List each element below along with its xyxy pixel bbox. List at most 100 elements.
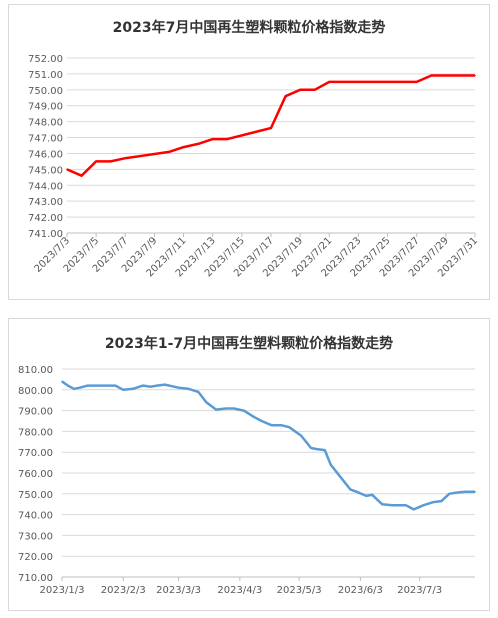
data-point: [280, 424, 283, 426]
data-point: [324, 449, 326, 451]
data-point: [464, 490, 466, 493]
data-point: [371, 494, 374, 496]
y-tick-label: 742.00: [28, 213, 63, 224]
y-tick-label: 780.00: [18, 427, 53, 438]
data-point: [349, 488, 352, 491]
data-point: [61, 380, 63, 383]
data-point: [339, 476, 342, 478]
data-point: [78, 386, 81, 389]
data-point: [132, 387, 134, 390]
chart-july: 2023年7月中国再生塑料颗粒价格指数走势 741.00 742.00 743.00…: [8, 4, 490, 300]
data-point: [226, 138, 229, 140]
y-tick-label: 730.00: [18, 531, 53, 542]
x-tick-label: 2023/6/3: [338, 585, 383, 596]
y-tick-label: 748.00: [28, 118, 63, 129]
data-point: [381, 503, 383, 505]
data-point: [316, 448, 318, 450]
data-point: [122, 389, 125, 391]
data-point: [448, 493, 451, 495]
data-point: [163, 383, 166, 386]
data-point: [92, 384, 95, 387]
x-tick-label: 2023/7/3: [397, 585, 442, 596]
data-point: [86, 384, 89, 387]
data-point: [233, 407, 235, 410]
series-line: [61, 380, 475, 511]
data-point: [182, 146, 185, 148]
data-point: [197, 143, 199, 145]
data-point: [415, 81, 418, 83]
data-point: [225, 407, 227, 410]
chart-july-plot: 741.00 742.00 743.00 744.00 745.00 746.00 747.…: [28, 54, 480, 279]
data-point: [405, 504, 407, 507]
data-point: [150, 385, 152, 388]
data-point: [80, 174, 83, 177]
data-point: [300, 434, 302, 437]
chart-jan-jul-plot: 710.00 720.00 730.00 740.00 750.00 760.00 770.…: [18, 365, 476, 596]
data-point: [313, 89, 316, 91]
data-point: [299, 89, 301, 91]
y-tick-label: 790.00: [18, 407, 53, 418]
y-tick-label: 750.00: [28, 86, 63, 97]
y-tick-label: 747.00: [28, 134, 63, 145]
data-point: [215, 408, 217, 411]
y-tick-label: 710.00: [18, 573, 53, 584]
y-tick-label: 746.00: [28, 149, 63, 160]
data-point: [329, 463, 332, 466]
data-point: [205, 401, 208, 404]
data-point: [412, 508, 415, 511]
chart-jan-jul: 2023年1-7月中国再生塑料颗粒价格指数走势 710.00 720.00 730.…: [8, 318, 490, 611]
data-point: [474, 490, 476, 493]
y-tick-label: 741.00: [28, 229, 63, 240]
data-point: [328, 81, 331, 83]
y-tick-label: 743.00: [28, 197, 63, 208]
y-tick-label: 751.00: [28, 70, 63, 81]
y-tick-label: 800.00: [18, 386, 53, 397]
data-point: [288, 426, 291, 429]
data-point: [474, 74, 476, 77]
data-point: [284, 95, 287, 97]
data-point: [67, 384, 69, 387]
x-tick-label: 2023/2/3: [101, 585, 146, 596]
data-point: [114, 384, 117, 387]
series-line: [66, 74, 475, 177]
y-tick-label: 749.00: [28, 102, 63, 113]
data-point: [454, 491, 457, 494]
chart-title: 2023年7月中国再生塑料颗粒价格指数走势: [112, 20, 386, 36]
data-point: [142, 384, 144, 387]
data-point: [430, 74, 433, 77]
data-point: [156, 384, 158, 387]
x-tick-label: 2023/1/3: [40, 585, 85, 596]
data-point: [109, 160, 112, 163]
y-tick-label: 744.00: [28, 181, 63, 192]
data-point: [168, 151, 170, 153]
data-point: [124, 157, 127, 160]
data-point: [73, 387, 75, 390]
y-tick-label: 740.00: [18, 511, 53, 522]
data-point: [66, 168, 68, 171]
data-point: [391, 504, 393, 507]
data-point: [422, 504, 425, 507]
data-point: [242, 409, 245, 412]
data-point: [270, 127, 272, 129]
y-tick-label: 810.00: [18, 365, 53, 376]
data-point: [197, 391, 200, 393]
data-point: [440, 500, 443, 502]
data-point: [187, 387, 190, 390]
y-tick-label: 770.00: [18, 448, 53, 459]
data-point: [386, 81, 389, 83]
data-point: [432, 501, 435, 503]
data-point: [270, 424, 273, 426]
data-point: [401, 81, 403, 83]
data-point: [310, 447, 312, 449]
y-tick-label: 760.00: [18, 469, 53, 480]
y-tick-label: 745.00: [28, 165, 63, 176]
data-point: [372, 81, 374, 83]
y-tick-label: 752.00: [28, 54, 63, 65]
x-tick-label: 2023/5/3: [277, 585, 322, 596]
y-tick-label: 750.00: [18, 490, 53, 501]
y-tick-label: 720.00: [18, 552, 53, 563]
data-point: [260, 420, 263, 422]
chart-title: 2023年1-7月中国再生塑料颗粒价格指数走势: [104, 336, 394, 352]
x-tick-label: 2023/3/3: [156, 585, 201, 596]
data-point: [355, 490, 358, 493]
